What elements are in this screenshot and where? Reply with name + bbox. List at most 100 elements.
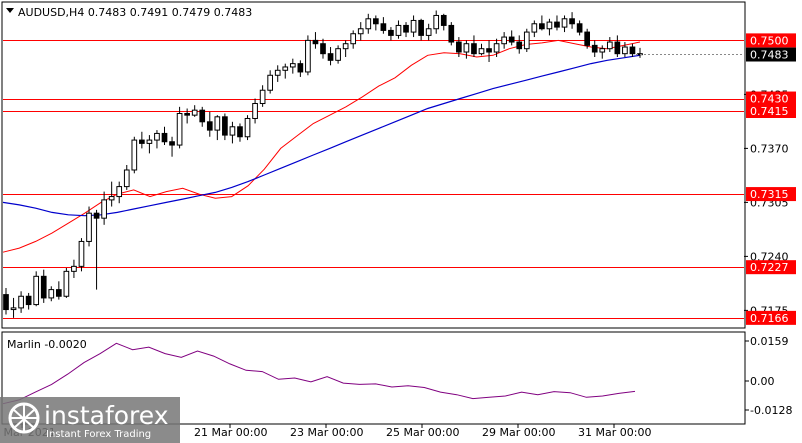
candle-body xyxy=(116,186,123,198)
candle-body xyxy=(576,23,583,33)
candle-body xyxy=(501,36,507,45)
candle xyxy=(78,238,85,272)
candle-body xyxy=(305,39,311,73)
level-badge xyxy=(746,33,796,48)
candle-body xyxy=(93,212,100,219)
candle-body xyxy=(161,132,168,143)
candle-body xyxy=(229,126,236,136)
level-badge xyxy=(746,91,796,106)
candle-body xyxy=(86,212,92,242)
candle xyxy=(169,136,175,157)
candle xyxy=(531,20,538,38)
candle xyxy=(297,60,304,77)
candle-body xyxy=(10,307,17,311)
candle xyxy=(599,45,606,59)
candle xyxy=(380,17,387,34)
level-badge-label: 0.7166 xyxy=(750,312,789,325)
candle-body xyxy=(335,48,341,61)
candle xyxy=(425,23,432,41)
triangle-down-icon[interactable] xyxy=(6,8,14,13)
candle-body xyxy=(55,289,62,297)
candle xyxy=(554,15,560,31)
candle-body xyxy=(312,39,319,45)
candle xyxy=(320,38,326,59)
candle xyxy=(576,20,583,36)
level-badge xyxy=(746,310,796,325)
candle-body xyxy=(199,109,206,123)
candle-body xyxy=(18,295,24,309)
candle xyxy=(478,43,485,56)
level-badge-label: 0.7415 xyxy=(750,105,789,118)
candle xyxy=(622,42,628,57)
candle xyxy=(154,130,160,149)
candle xyxy=(516,35,523,54)
candle xyxy=(10,297,17,318)
candle-body xyxy=(471,43,477,55)
candle xyxy=(342,40,349,57)
candle-body xyxy=(357,28,364,35)
candle xyxy=(252,98,258,124)
candle-body xyxy=(33,275,40,306)
candle xyxy=(606,37,613,53)
candle xyxy=(312,32,319,49)
candle xyxy=(372,15,379,31)
slow-moving-average-line xyxy=(2,54,641,217)
candle-body xyxy=(463,43,470,53)
level-badge-label: 0.7227 xyxy=(750,261,789,274)
time-tick-label: 25 Mar 00:00 xyxy=(386,426,459,439)
candle xyxy=(33,271,40,307)
candle xyxy=(569,12,575,29)
candle xyxy=(493,38,500,57)
candle xyxy=(282,63,289,79)
candle-body xyxy=(591,44,598,53)
candle-body xyxy=(350,33,357,45)
candle-body xyxy=(425,28,432,36)
candle-body xyxy=(403,24,409,33)
candle-body xyxy=(259,89,266,105)
level-badge-label: 0.7500 xyxy=(750,34,789,47)
oscillator-tick-label: 0.00 xyxy=(750,375,775,388)
candle-body xyxy=(584,31,591,46)
candle-body xyxy=(433,14,440,30)
candle-body xyxy=(176,112,183,146)
candle xyxy=(403,22,409,38)
candle xyxy=(71,259,77,278)
time-tick-label: 23 Mar 00:00 xyxy=(290,426,363,439)
candle xyxy=(229,121,236,144)
candle-body xyxy=(139,139,145,144)
candle xyxy=(40,269,47,303)
oscillator-axis: 0.0159 0.00 -0.0128 xyxy=(745,335,792,417)
candle xyxy=(123,165,130,190)
level-badge xyxy=(746,187,796,202)
candle-body xyxy=(516,41,523,50)
candle-body xyxy=(388,29,394,36)
candle xyxy=(101,191,107,225)
candle xyxy=(184,108,190,124)
candle-body xyxy=(154,132,160,141)
candle-body xyxy=(184,112,190,116)
candle-body xyxy=(40,275,47,299)
candle-body xyxy=(410,19,417,33)
candle-body xyxy=(493,43,500,53)
candle xyxy=(191,105,198,117)
candle-body xyxy=(214,116,221,131)
candle xyxy=(63,268,70,298)
candle xyxy=(25,292,32,310)
candle-body xyxy=(78,240,85,267)
candle-body xyxy=(252,103,258,119)
candle-body xyxy=(629,46,636,55)
candle-body xyxy=(146,139,153,144)
candle xyxy=(3,287,9,315)
candle xyxy=(86,206,92,247)
oscillator-tick-label: 0.0159 xyxy=(750,335,789,348)
candle xyxy=(146,135,153,154)
candle xyxy=(501,32,507,49)
candle xyxy=(139,131,145,149)
candle-body xyxy=(448,24,455,43)
candle xyxy=(486,40,492,62)
instaforex-logo-icon xyxy=(8,402,40,434)
oscillator-label: Marlin -0.0020 xyxy=(7,338,87,351)
candle-body xyxy=(531,23,538,33)
candle xyxy=(365,13,372,34)
